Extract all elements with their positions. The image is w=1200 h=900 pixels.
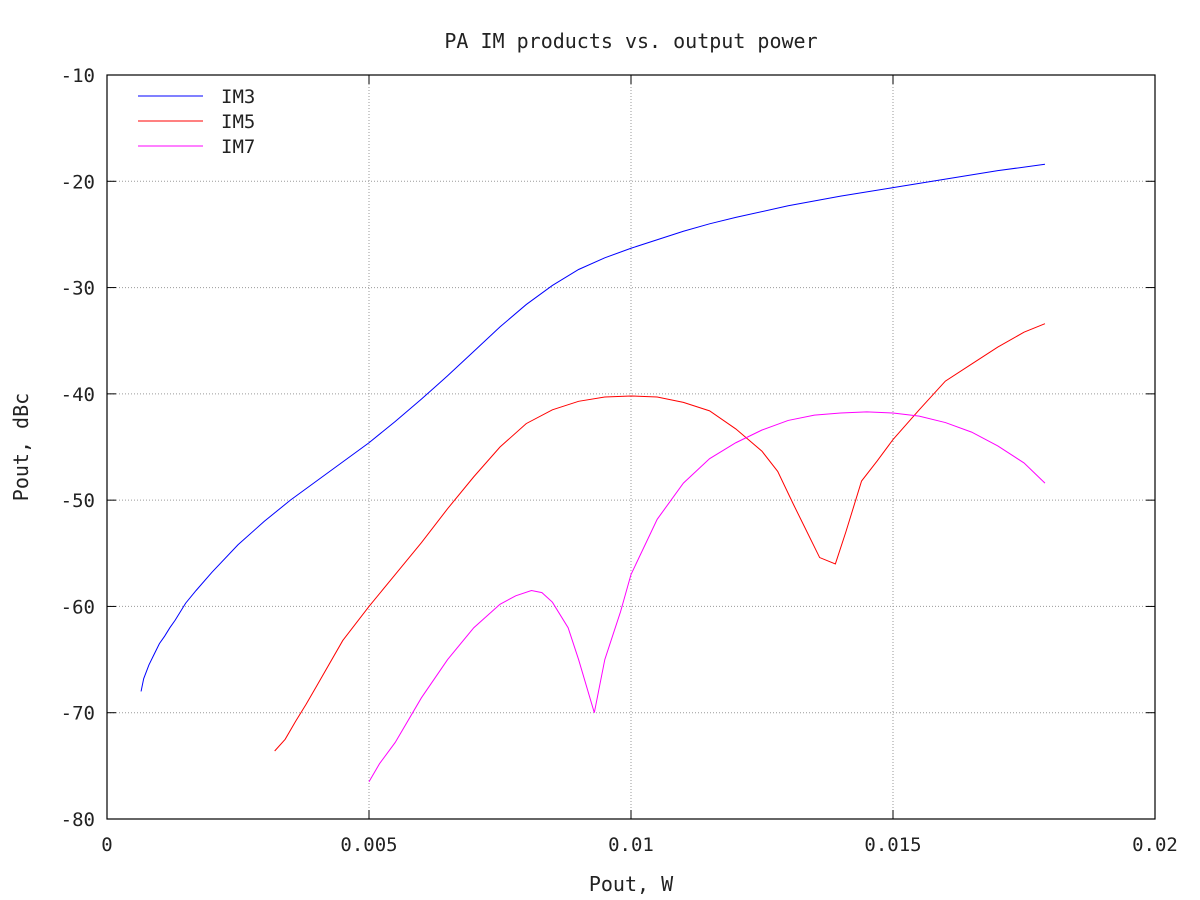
chart-title: PA IM products vs. output power [444, 29, 817, 53]
y-tick-label: -50 [61, 490, 95, 512]
series-line-im3 [140, 163, 1046, 692]
x-tick-label: 0.005 [340, 834, 397, 856]
y-tick-label: -20 [61, 171, 95, 193]
y-tick-label: -70 [61, 703, 95, 725]
plot-series [140, 163, 1046, 783]
y-tick-label: -10 [61, 65, 95, 87]
x-tick-label: 0.02 [1132, 834, 1178, 856]
legend: IM3 IM5 IM7 [138, 86, 255, 158]
y-tick-label: -80 [61, 809, 95, 831]
x-axis-title: Pout, W [589, 872, 674, 896]
y-axis-title: Pout, dBc [9, 393, 33, 501]
x-tick-label: 0.01 [608, 834, 654, 856]
y-tick-label: -60 [61, 596, 95, 618]
legend-label-im5: IM5 [221, 111, 255, 133]
axis-ticks: 0 0.005 0.01 0.015 0.02 -80 -70 -60 -50 -40 -30 -20… [61, 65, 1178, 856]
y-tick-label: -40 [61, 384, 95, 406]
x-tick-label: 0.015 [864, 834, 921, 856]
y-tick-label: -30 [61, 278, 95, 300]
grid-lines [107, 75, 1155, 819]
x-tick-label: 0 [101, 834, 112, 856]
legend-label-im7: IM7 [221, 136, 255, 158]
legend-label-im3: IM3 [221, 86, 255, 108]
series-line-im5 [274, 323, 1046, 752]
series-line-im7 [368, 411, 1046, 783]
